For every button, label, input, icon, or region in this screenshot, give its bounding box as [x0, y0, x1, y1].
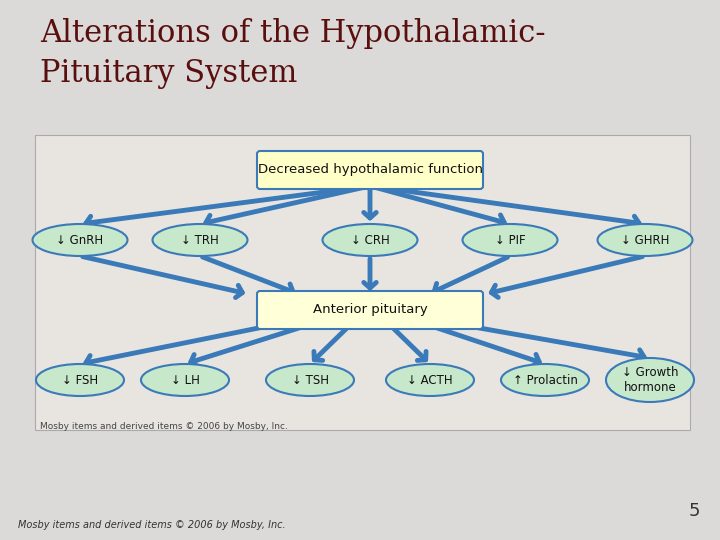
Text: Mosby items and derived items © 2006 by Mosby, Inc.: Mosby items and derived items © 2006 by … — [40, 422, 288, 431]
Ellipse shape — [598, 224, 693, 256]
FancyBboxPatch shape — [257, 291, 483, 329]
Text: ↓ GnRH: ↓ GnRH — [56, 233, 104, 246]
Text: ↓ CRH: ↓ CRH — [351, 233, 390, 246]
Text: ↓ ACTH: ↓ ACTH — [408, 374, 453, 387]
Text: ↓ GHRH: ↓ GHRH — [621, 233, 669, 246]
Ellipse shape — [153, 224, 248, 256]
Ellipse shape — [32, 224, 127, 256]
FancyBboxPatch shape — [257, 151, 483, 189]
Text: ↑ Prolactin: ↑ Prolactin — [513, 374, 577, 387]
Text: Mosby items and derived items © 2006 by Mosby, Inc.: Mosby items and derived items © 2006 by … — [18, 520, 286, 530]
Text: Decreased hypothalamic function: Decreased hypothalamic function — [258, 164, 482, 177]
Ellipse shape — [606, 358, 694, 402]
Ellipse shape — [141, 364, 229, 396]
Text: ↓ Growth
hormone: ↓ Growth hormone — [622, 366, 678, 394]
Text: ↓ LH: ↓ LH — [171, 374, 199, 387]
Ellipse shape — [386, 364, 474, 396]
Text: ↓ TSH: ↓ TSH — [292, 374, 328, 387]
Ellipse shape — [36, 364, 124, 396]
FancyBboxPatch shape — [35, 135, 690, 430]
Text: Pituitary System: Pituitary System — [40, 58, 297, 89]
Text: Alterations of the Hypothalamic-: Alterations of the Hypothalamic- — [40, 18, 546, 49]
Ellipse shape — [266, 364, 354, 396]
Ellipse shape — [501, 364, 589, 396]
Text: ↓ FSH: ↓ FSH — [62, 374, 98, 387]
Text: ↓ TRH: ↓ TRH — [181, 233, 219, 246]
Ellipse shape — [462, 224, 557, 256]
Text: ↓ PIF: ↓ PIF — [495, 233, 526, 246]
Ellipse shape — [323, 224, 418, 256]
Text: 5: 5 — [688, 502, 700, 520]
Text: Anterior pituitary: Anterior pituitary — [312, 303, 428, 316]
